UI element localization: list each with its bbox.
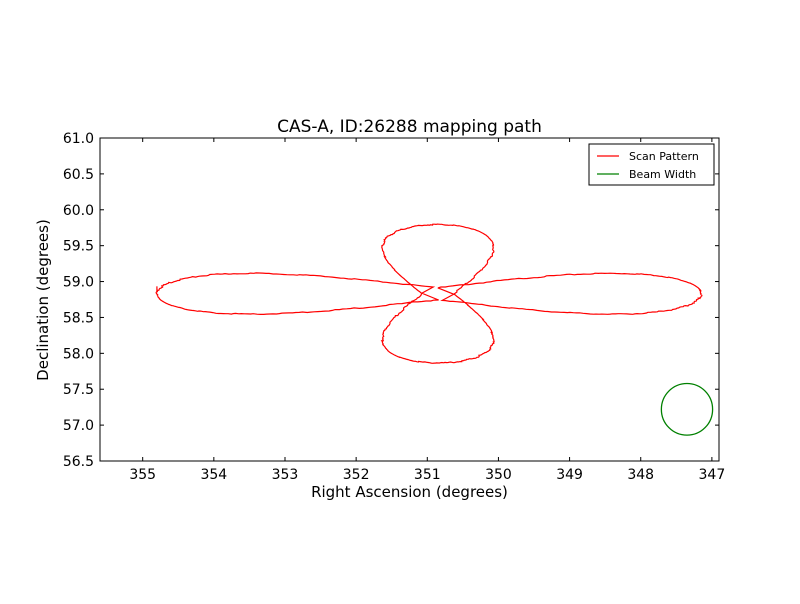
x-tick-label: 353 xyxy=(272,467,299,483)
y-axis-label: Declination (degrees) xyxy=(34,219,52,381)
legend: Scan Pattern Beam Width xyxy=(588,143,715,186)
plot-background xyxy=(100,138,719,461)
series-group xyxy=(155,223,714,436)
y-tick-label: 60.0 xyxy=(63,203,94,219)
x-tick-label: 354 xyxy=(200,467,227,483)
legend-box xyxy=(588,143,715,186)
x-axis-label: Right Ascension (degrees) xyxy=(311,483,508,501)
x-tick-label: 352 xyxy=(343,467,370,483)
series-beam-width xyxy=(660,382,714,436)
plot-frame xyxy=(99,137,720,462)
legend-label: Scan Pattern xyxy=(629,150,699,163)
y-tick-label: 61.0 xyxy=(63,131,94,147)
y-tick-label: 57.5 xyxy=(63,382,94,398)
y-tick-label: 60.5 xyxy=(63,167,94,183)
chart-title: CAS-A, ID:26288 mapping path xyxy=(277,117,542,137)
y-tick-label: 57.0 xyxy=(63,418,94,434)
x-tick-label: 349 xyxy=(556,467,583,483)
y-tick-label: 59.5 xyxy=(63,239,94,255)
y-tick-label: 58.5 xyxy=(63,310,94,326)
x-tick-label: 347 xyxy=(699,467,726,483)
plot-area: 355 354 353 352 351 350 349 348 347 56.5 57.0 57.5 5… xyxy=(63,131,725,483)
series-scan-pattern xyxy=(155,223,703,364)
y-tick-label: 56.5 xyxy=(63,454,94,470)
x-tick-label: 348 xyxy=(627,467,654,483)
y-tick-label: 58.0 xyxy=(63,346,94,362)
legend-label: Beam Width xyxy=(629,168,696,181)
x-tick-label: 355 xyxy=(129,467,156,483)
y-tick-label: 59.0 xyxy=(63,275,94,291)
x-tick-label: 351 xyxy=(414,467,441,483)
x-tick-label: 350 xyxy=(485,467,512,483)
